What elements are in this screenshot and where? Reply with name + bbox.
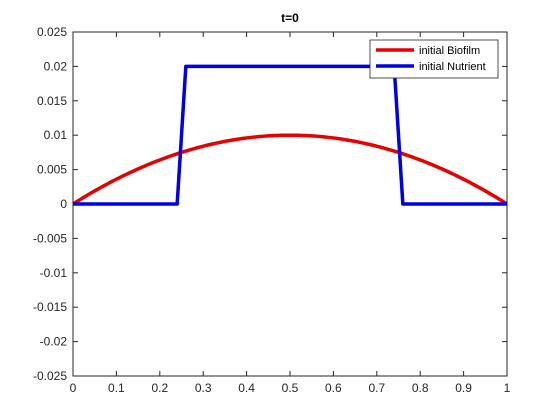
x-tick-label: 1: [504, 381, 511, 395]
y-tick-label: 0.015: [37, 94, 67, 108]
y-tick-label: 0.005: [37, 163, 67, 177]
y-tick-label: 0.01: [44, 128, 68, 142]
series-line-initial-biofilm: [72, 133, 508, 206]
x-tick-label: 0.3: [195, 381, 212, 395]
x-tick-label: 0.9: [455, 381, 472, 395]
x-tick-label: 0.6: [325, 381, 342, 395]
axis-tick-labels: 0 0.1 0.2 0.3 0.4 0.5 0.6 0.7 0.8 0.9 1 -0.025 -0.02…: [33, 25, 511, 395]
y-tick-label: -0.015: [33, 300, 67, 314]
series-lines: [72, 64, 508, 206]
y-tick-label: 0.025: [37, 25, 67, 39]
legend-label-initial-biofilm: initial Biofilm: [419, 45, 480, 57]
x-tick-label: 0.4: [238, 381, 255, 395]
y-tick-label: -0.005: [33, 231, 67, 245]
series-line-initial-nutrient: [73, 64, 507, 206]
x-tick-label: 0: [70, 381, 77, 395]
legend-box: [369, 39, 499, 79]
x-tick-label: 0.7: [368, 381, 385, 395]
y-tick-label: 0: [60, 197, 67, 211]
y-tick-label: 0.02: [44, 59, 68, 73]
legend-label-initial-nutrient: initial Nutrient: [419, 61, 486, 73]
y-tick-label: -0.025: [33, 369, 67, 383]
x-tick-label: 0.5: [282, 381, 299, 395]
x-tick-label: 0.8: [412, 381, 429, 395]
x-tick-label: 0.2: [151, 381, 168, 395]
x-tick-label: 0.1: [108, 381, 125, 395]
y-tick-label: -0.01: [40, 266, 68, 280]
legend: initial Biofilm initial Nutrient: [369, 39, 499, 79]
y-tick-label: -0.02: [40, 335, 68, 349]
chart-title: t=0: [281, 11, 299, 25]
